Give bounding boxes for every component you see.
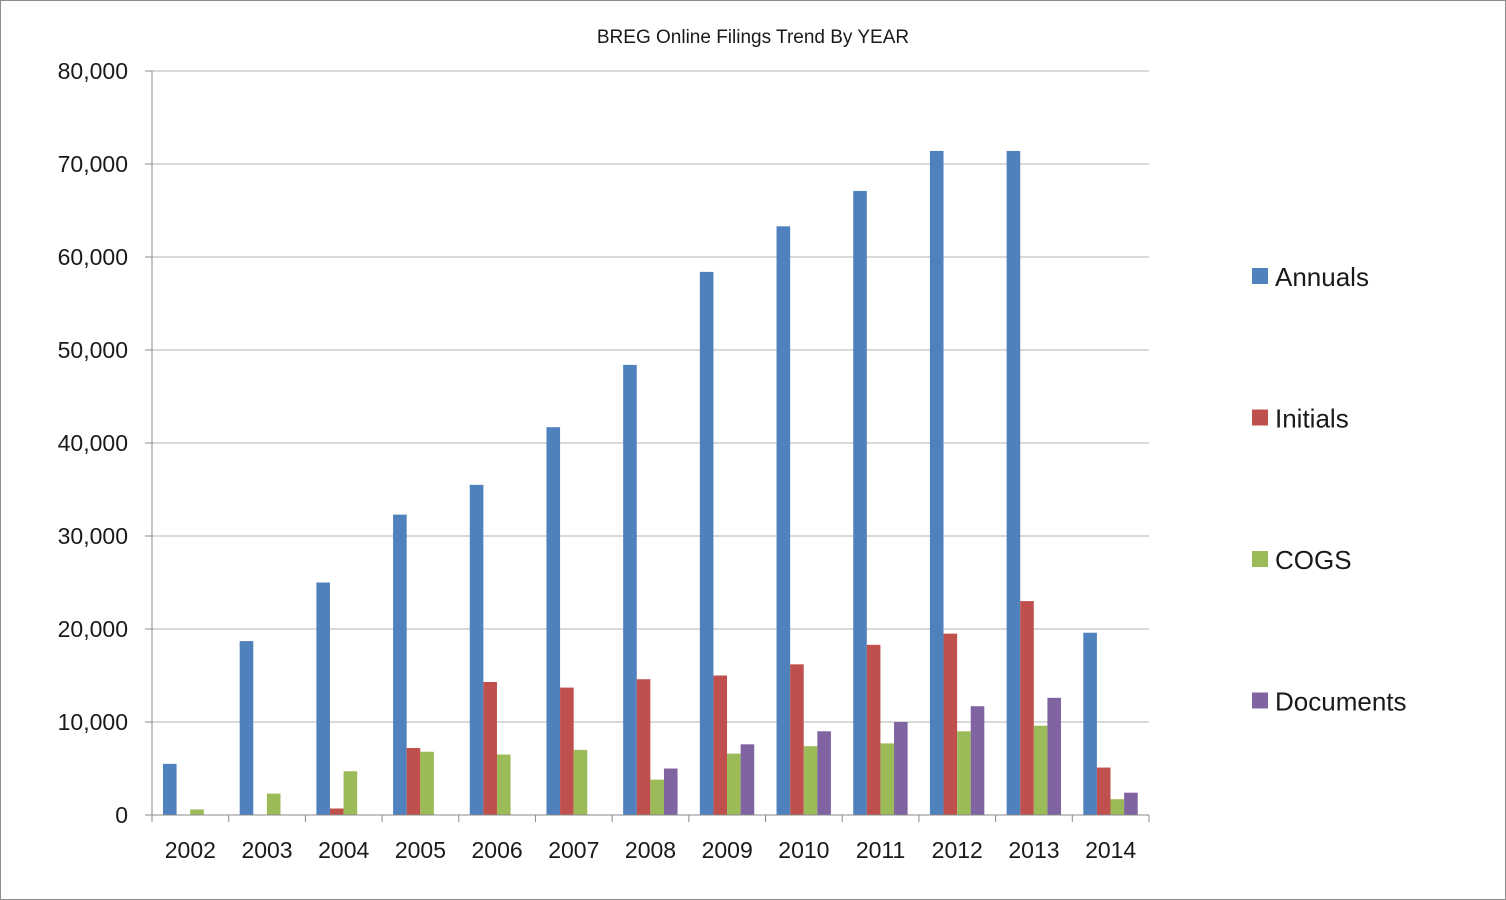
x-tick-label: 2009 bbox=[702, 837, 753, 863]
bar-initials-2009 bbox=[713, 675, 728, 815]
bar-annuals-2002 bbox=[163, 763, 177, 815]
bar-annuals-2006 bbox=[469, 484, 484, 815]
y-tick-label: 40,000 bbox=[58, 430, 128, 456]
y-tick-label: 10,000 bbox=[58, 709, 128, 735]
x-tick-label: 2010 bbox=[778, 837, 829, 863]
x-tick-label: 2013 bbox=[1008, 837, 1059, 863]
gridlines bbox=[152, 70, 1149, 723]
x-tick-label: 2002 bbox=[165, 837, 216, 863]
bar-documents-2013 bbox=[1047, 697, 1062, 815]
bar-initials-2004 bbox=[329, 808, 344, 815]
y-tick-label: 60,000 bbox=[58, 244, 128, 270]
bar-initials-2013 bbox=[1020, 601, 1034, 815]
bar-documents-2010 bbox=[817, 731, 831, 815]
legend-label-documents: Documents bbox=[1275, 687, 1407, 717]
bar-cogs-2013 bbox=[1033, 725, 1048, 815]
bar-initials-2011 bbox=[866, 644, 881, 815]
x-tick-label: 2011 bbox=[856, 837, 905, 863]
legend-swatch-cogs bbox=[1252, 551, 1268, 567]
y-tick-label: 20,000 bbox=[58, 616, 128, 642]
bar-annuals-2014 bbox=[1083, 632, 1097, 815]
y-tick-label: 70,000 bbox=[58, 151, 128, 177]
bar-annuals-2008 bbox=[623, 364, 637, 815]
bar-cogs-2003 bbox=[266, 793, 281, 815]
bar-cogs-2009 bbox=[727, 753, 741, 815]
bar-documents-2011 bbox=[894, 722, 908, 815]
bar-annuals-2010 bbox=[776, 226, 791, 815]
y-axis-tick-labels: 0 10,000 20,000 30,000 40,000 50,000 60,000 70,… bbox=[58, 58, 128, 828]
bar-annuals-2013 bbox=[1006, 150, 1021, 816]
bar-documents-2008 bbox=[663, 768, 678, 815]
bar-annuals-2005 bbox=[393, 514, 407, 815]
bar-cogs-2011 bbox=[880, 743, 895, 815]
legend-label-annuals: Annuals bbox=[1275, 262, 1369, 292]
bar-initials-2010 bbox=[790, 664, 804, 815]
bar-cogs-2002 bbox=[190, 809, 204, 815]
bar-cogs-2010 bbox=[803, 746, 818, 815]
bar-initials-2007 bbox=[560, 687, 574, 815]
y-tick-label: 30,000 bbox=[58, 523, 128, 549]
legend-label-cogs: COGS bbox=[1275, 545, 1352, 575]
bar-annuals-2011 bbox=[853, 190, 867, 816]
bar-annuals-2009 bbox=[699, 271, 714, 815]
x-axis-tick-labels: 2002 2003 2004 2005 2006 2007 2008 2009 2010 2011… bbox=[165, 837, 1137, 863]
axes bbox=[145, 70, 1150, 822]
y-tick-label: 50,000 bbox=[58, 337, 128, 363]
bar-cogs-2005 bbox=[420, 751, 434, 815]
bar-annuals-2004 bbox=[316, 582, 330, 815]
x-tick-label: 2003 bbox=[241, 837, 292, 863]
bar-initials-2008 bbox=[636, 679, 651, 815]
bar-cogs-2008 bbox=[650, 779, 664, 815]
bar-initials-2005 bbox=[406, 748, 421, 815]
legend-swatch-initials bbox=[1252, 409, 1268, 426]
bar-documents-2014 bbox=[1124, 792, 1138, 815]
bar-documents-2009 bbox=[740, 744, 755, 815]
legend-label-initials: Initials bbox=[1275, 404, 1349, 434]
bar-annuals-2012 bbox=[929, 150, 944, 816]
bar-documents-2012 bbox=[970, 706, 985, 815]
x-tick-label: 2004 bbox=[318, 837, 369, 863]
bar-annuals-2007 bbox=[546, 427, 561, 815]
bar-cogs-2014 bbox=[1110, 799, 1125, 815]
legend-swatch-annuals bbox=[1252, 268, 1268, 284]
x-tick-label: 2008 bbox=[625, 837, 676, 863]
chart-title: BREG Online Filings Trend By YEAR bbox=[597, 27, 909, 48]
x-tick-label: 2005 bbox=[395, 837, 446, 863]
legend: Annuals Initials COGS Documents bbox=[1252, 262, 1407, 717]
bar-cogs-2007 bbox=[573, 749, 588, 815]
y-tick-label: 0 bbox=[115, 802, 128, 828]
x-tick-label: 2014 bbox=[1085, 837, 1136, 863]
bar-cogs-2012 bbox=[957, 731, 971, 815]
x-tick-label: 2006 bbox=[472, 837, 523, 863]
x-tick-label: 2012 bbox=[932, 837, 983, 863]
bar-initials-2014 bbox=[1096, 767, 1111, 815]
bar-cogs-2006 bbox=[496, 754, 511, 815]
bar-annuals-2003 bbox=[239, 641, 254, 815]
x-tick-label: 2007 bbox=[548, 837, 599, 863]
bar-initials-2012 bbox=[943, 633, 958, 815]
bar-cogs-2004 bbox=[343, 771, 358, 815]
bar-initials-2006 bbox=[483, 682, 497, 815]
y-tick-label: 80,000 bbox=[58, 58, 128, 84]
bars bbox=[163, 150, 1138, 816]
legend-swatch-documents bbox=[1252, 692, 1268, 709]
